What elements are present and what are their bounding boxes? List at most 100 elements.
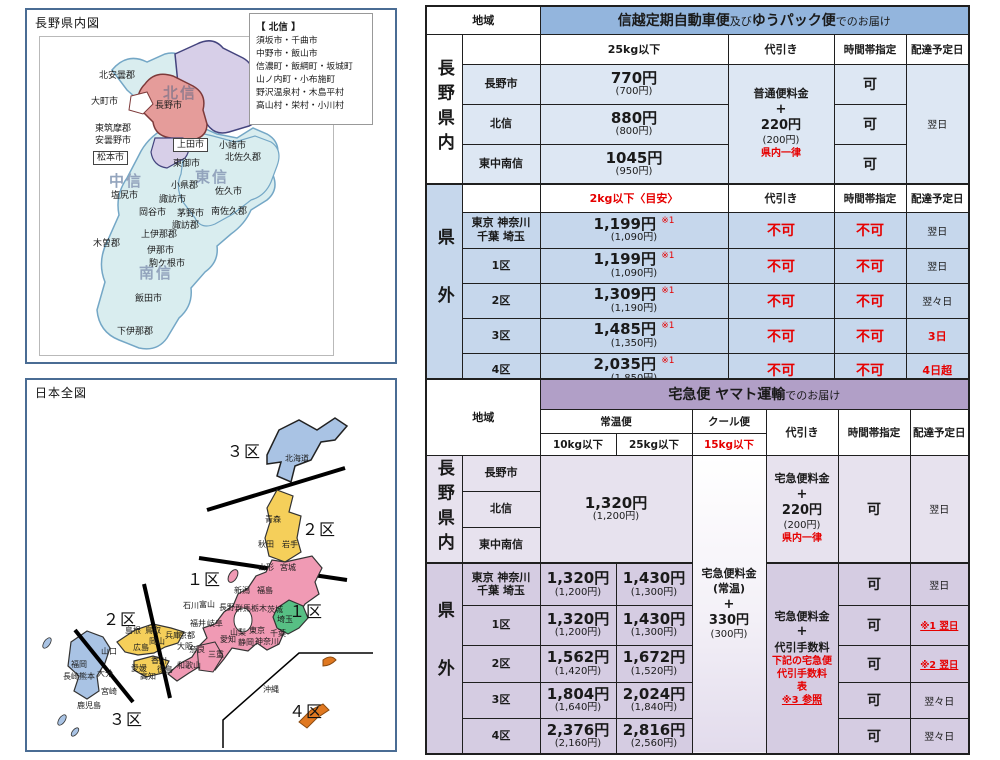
t2-kennai-time-cell: 可 bbox=[837, 454, 911, 564]
pref-label: 山形 bbox=[258, 563, 274, 572]
map-label: 小県郡 bbox=[171, 181, 199, 191]
pref-label: 愛媛 bbox=[131, 664, 147, 673]
nagano-map-frame bbox=[39, 36, 334, 356]
sado-island-shape bbox=[227, 569, 239, 583]
map-label-matsumoto: 松本市 bbox=[93, 151, 129, 165]
t2-10kg-header: 10kg以下 bbox=[539, 432, 617, 456]
daibiki-old-amount: (200円) bbox=[762, 134, 800, 146]
t1-area-cell: 東中南信 bbox=[461, 143, 541, 185]
t1-fare-cell: 1,309円 ※1 (1,190円) bbox=[539, 282, 729, 319]
fare-old-amount: (2,160円) bbox=[554, 738, 602, 749]
pref-label: 石川 bbox=[183, 601, 199, 610]
zone-label-1ku-top: １区 bbox=[187, 570, 222, 589]
t1-service-name-2: ゆうパック便 bbox=[751, 13, 836, 30]
t2-kengai-vertical-label-cell: 県外 bbox=[425, 562, 463, 755]
t2-fare25-cell: 2,816円 (2,560円) bbox=[615, 717, 693, 755]
t1-time-cell: 可 bbox=[833, 143, 907, 185]
t2-fare10-cell: 1,320円 (1,200円) bbox=[539, 562, 617, 606]
region-label-nanshin: 南信 bbox=[139, 264, 174, 282]
t1-kengai-daibiki-header: 代引き bbox=[727, 183, 835, 213]
t2-kennai-fare-cell: 1,320円 (1,200円) bbox=[539, 454, 693, 564]
t2-fare25-cell: 1,430円 (1,300円) bbox=[615, 562, 693, 606]
map-label: 飯田市 bbox=[135, 294, 163, 304]
t2-delivery-cell: ※2 翌日 bbox=[909, 644, 970, 683]
daibiki-note: 県内一律 bbox=[782, 533, 822, 545]
cool-line: 宅急便料金 bbox=[701, 566, 757, 580]
map-label: 南佐久郡 bbox=[211, 207, 248, 217]
t1-delivery-cell: 3日 bbox=[905, 317, 970, 354]
daibiki-plus: + bbox=[796, 624, 808, 640]
pref-label: 熊本 bbox=[79, 672, 95, 681]
map-label: 諏訪市 bbox=[159, 195, 187, 205]
t2-kengai-daibiki-cell: 宅急便料金 + 代引手数料 下記の宅急便 代引手数料 表 ※3 参照 bbox=[765, 562, 839, 755]
t2-area-cell: 3区 bbox=[461, 681, 541, 719]
island-dot-2 bbox=[57, 714, 67, 726]
t2-time-cell: 可 bbox=[837, 644, 911, 683]
t1-fare-cell: 1045円 (950円) bbox=[539, 143, 729, 185]
map-label: 東筑摩郡 bbox=[95, 124, 132, 134]
pref-label: 愛知 bbox=[220, 635, 236, 644]
legend-line: 野沢温泉村・木島平村 bbox=[256, 88, 344, 99]
t1-fare-cell: 1,199円 ※1 (1,090円) bbox=[539, 247, 729, 284]
fare-amount: 1,562円 bbox=[546, 648, 610, 667]
daibiki-line: 代引手数料 bbox=[774, 640, 830, 654]
t1-fare-cell: 1,485円 ※1 (1,350円) bbox=[539, 317, 729, 354]
cool-amount: 330円 bbox=[708, 612, 750, 628]
t1-kennai-delivery-header: 配達予定日 bbox=[905, 33, 970, 65]
t2-service-suffix: でのお届け bbox=[785, 389, 841, 403]
pref-label: 和歌山 bbox=[177, 661, 201, 670]
pref-label: 千葉 bbox=[270, 629, 286, 638]
area-line-2: 千葉 埼玉 bbox=[477, 584, 525, 598]
pref-label: 長崎 bbox=[63, 672, 79, 681]
t1-kennai-daibiki-header: 代引き bbox=[727, 33, 835, 65]
daibiki-note: 県内一律 bbox=[761, 148, 801, 160]
pref-label: 福井 bbox=[190, 619, 206, 628]
t2-fare10-cell: 1,804円 (1,640円) bbox=[539, 681, 617, 719]
t2-fare10-cell: 1,562円 (1,420円) bbox=[539, 644, 617, 683]
zone-divider-kinki bbox=[142, 583, 172, 699]
map-label: 大町市 bbox=[91, 97, 119, 107]
pref-label: 鹿児島 bbox=[77, 701, 101, 710]
region-label-hokushin: 北信 bbox=[163, 84, 198, 102]
takkyubin-yamato-fare-table: 地域 宅急便 ヤマト運輸でのお届け 常温便 クール便 代引き 時間帯指定 配達予… bbox=[425, 378, 971, 755]
fare-note: ※1 bbox=[661, 321, 675, 332]
fare-amount: 1,485円 ※1 bbox=[541, 320, 727, 339]
t2-service-header: 宅急便 ヤマト運輸でのお届け bbox=[539, 378, 970, 410]
t2-kengai-vertical-label: 県外 bbox=[433, 600, 454, 717]
pref-label: 静岡 bbox=[238, 638, 254, 647]
fare-amount: 1,199円 ※1 bbox=[541, 216, 727, 233]
t1-fare-cell: 1,199円 ※1 (1,090円) bbox=[539, 211, 729, 249]
zone-label-2ku-north: ２区 bbox=[302, 520, 337, 539]
t1-daibiki-cell: 不可 bbox=[727, 317, 835, 354]
daibiki-red-note: 表 bbox=[797, 682, 807, 694]
daibiki-line: 普通便料金 bbox=[753, 87, 809, 101]
fare-old-amount: (1,520円) bbox=[630, 665, 678, 677]
fare-old-amount: (1,200円) bbox=[554, 586, 602, 598]
daibiki-plus: + bbox=[796, 487, 808, 503]
hokushin-legend-box: 【 北信 】 須坂市・千曲市 中野市・飯山市 信濃町・飯綱町・坂城町 山ノ内町・… bbox=[249, 13, 373, 125]
map-label: 茅野市 bbox=[177, 209, 205, 219]
t2-cool-header: クール便 bbox=[691, 408, 767, 434]
fare-old-amount: (1,200円) bbox=[592, 511, 640, 522]
cool-line: (常温) bbox=[712, 581, 746, 595]
daibiki-red-note: 代引手数料 bbox=[777, 669, 827, 681]
pref-label: 岐阜 bbox=[207, 619, 223, 628]
kii-peninsula-shape bbox=[196, 641, 224, 673]
okinawa-island-1 bbox=[322, 656, 337, 667]
fare-old-amount: (700円) bbox=[615, 86, 653, 98]
pref-label: 島根 bbox=[125, 626, 141, 635]
japan-map-graphic bbox=[42, 417, 373, 748]
nagano-map-title: 長野県内図 bbox=[35, 16, 101, 30]
fare-amount: 1,309円 ※1 bbox=[541, 286, 727, 303]
fare-old-amount: (1,300円) bbox=[630, 627, 678, 639]
t1-service-name-1: 信越定期自動車便 bbox=[617, 13, 730, 30]
fare-amount: 1045円 bbox=[605, 148, 663, 167]
pref-label: 宮城 bbox=[280, 563, 296, 572]
t2-15kg-header: 15kg以下 bbox=[691, 432, 767, 456]
fare-value: 1,485円 bbox=[593, 320, 656, 339]
t2-time-cell: 可 bbox=[837, 562, 911, 606]
pref-label: 高知 bbox=[140, 672, 156, 681]
daibiki-red-note: 下記の宅急便 bbox=[772, 656, 832, 668]
t1-kennai-daibiki-cell: 普通便料金 + 220円 (200円) 県内一律 bbox=[727, 63, 835, 185]
